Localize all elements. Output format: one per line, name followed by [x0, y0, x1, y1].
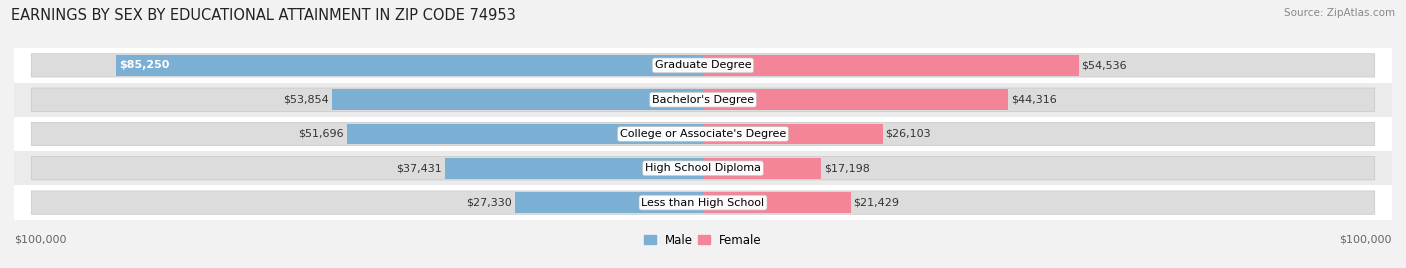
Bar: [703, 90, 1008, 110]
Bar: [332, 90, 703, 110]
Text: $53,854: $53,854: [284, 95, 329, 105]
Text: $21,429: $21,429: [853, 198, 900, 208]
Text: $54,536: $54,536: [1081, 60, 1128, 70]
Text: EARNINGS BY SEX BY EDUCATIONAL ATTAINMENT IN ZIP CODE 74953: EARNINGS BY SEX BY EDUCATIONAL ATTAINMEN…: [11, 8, 516, 23]
Bar: [14, 117, 1392, 151]
Text: Less than High School: Less than High School: [641, 198, 765, 208]
Text: Bachelor's Degree: Bachelor's Degree: [652, 95, 754, 105]
Bar: [347, 124, 703, 144]
Bar: [446, 158, 703, 178]
Text: $100,000: $100,000: [1340, 234, 1392, 244]
Text: $27,330: $27,330: [467, 198, 512, 208]
Text: $100,000: $100,000: [14, 234, 66, 244]
Text: Graduate Degree: Graduate Degree: [655, 60, 751, 70]
Bar: [703, 158, 821, 178]
FancyBboxPatch shape: [31, 191, 1375, 214]
Bar: [14, 48, 1392, 83]
Text: $51,696: $51,696: [298, 129, 344, 139]
Bar: [515, 192, 703, 213]
FancyBboxPatch shape: [31, 88, 1375, 111]
Text: $85,250: $85,250: [120, 60, 170, 70]
Text: High School Diploma: High School Diploma: [645, 163, 761, 173]
Text: $26,103: $26,103: [886, 129, 931, 139]
FancyBboxPatch shape: [31, 122, 1375, 146]
Bar: [703, 55, 1078, 76]
Text: Source: ZipAtlas.com: Source: ZipAtlas.com: [1284, 8, 1395, 18]
FancyBboxPatch shape: [31, 54, 1375, 77]
Bar: [703, 124, 883, 144]
Bar: [14, 185, 1392, 220]
Text: $44,316: $44,316: [1011, 95, 1057, 105]
Text: College or Associate's Degree: College or Associate's Degree: [620, 129, 786, 139]
Text: $17,198: $17,198: [824, 163, 870, 173]
Bar: [14, 83, 1392, 117]
FancyBboxPatch shape: [31, 157, 1375, 180]
Bar: [703, 192, 851, 213]
Text: $37,431: $37,431: [396, 163, 443, 173]
Bar: [115, 55, 703, 76]
Bar: [14, 151, 1392, 185]
Legend: Male, Female: Male, Female: [640, 229, 766, 252]
